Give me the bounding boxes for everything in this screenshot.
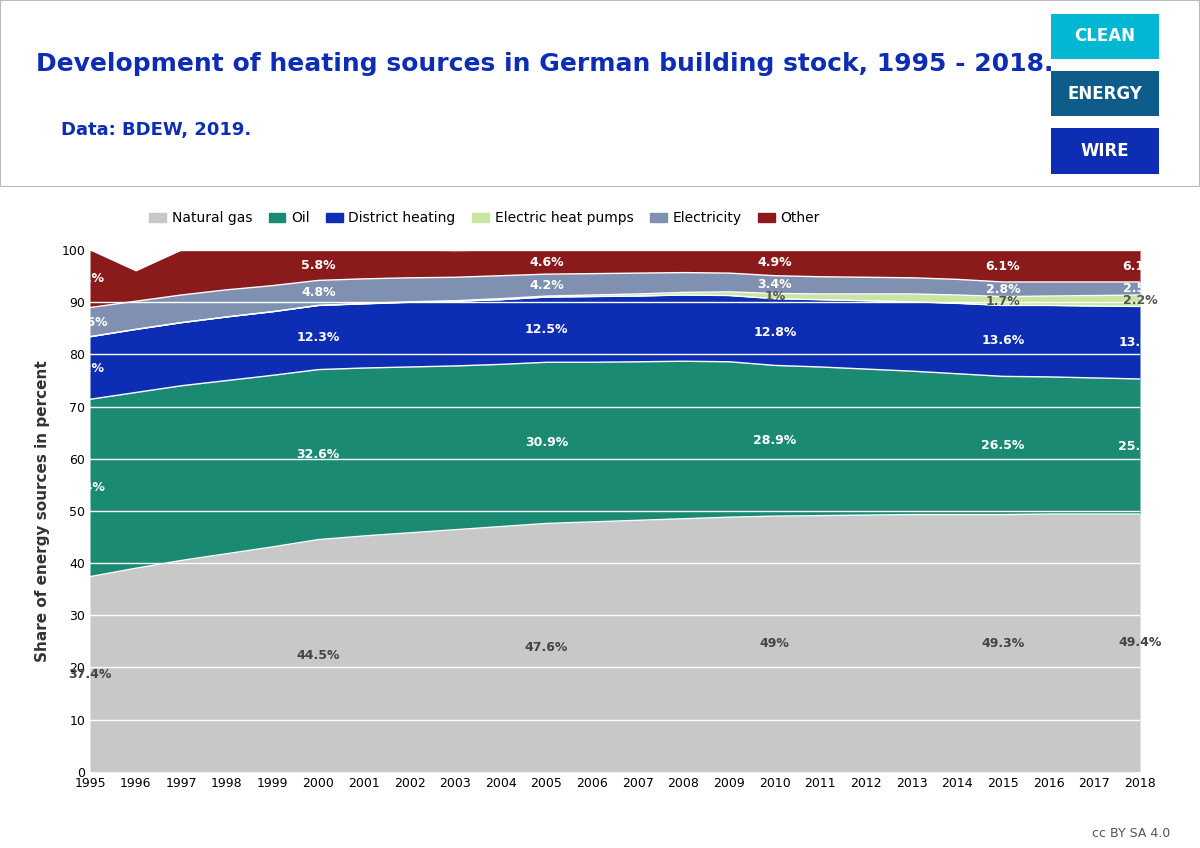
Text: 47.6%: 47.6%	[524, 641, 569, 654]
Text: 13.6%: 13.6%	[982, 334, 1025, 348]
Text: 3.4%: 3.4%	[757, 278, 792, 291]
Text: 5.8%: 5.8%	[301, 259, 336, 272]
Legend: Natural gas, Oil, District heating, Electric heat pumps, Electricity, Other: Natural gas, Oil, District heating, Elec…	[144, 206, 826, 231]
Text: 4.9%: 4.9%	[757, 256, 792, 270]
FancyBboxPatch shape	[1051, 71, 1159, 116]
Text: 12.3%: 12.3%	[296, 331, 340, 344]
Text: 49.3%: 49.3%	[982, 637, 1025, 650]
Text: Development of heating sources in German building stock, 1995 - 2018.: Development of heating sources in German…	[36, 53, 1054, 76]
Text: Data: BDEW, 2019.: Data: BDEW, 2019.	[36, 121, 251, 139]
Text: 28.9%: 28.9%	[754, 434, 797, 447]
Y-axis label: Share of energy sources in percent: Share of energy sources in percent	[35, 360, 50, 661]
Text: CLEAN: CLEAN	[1074, 27, 1135, 45]
Text: 26.5%: 26.5%	[982, 439, 1025, 452]
Text: WIRE: WIRE	[1080, 142, 1129, 160]
Text: 4.8%: 4.8%	[301, 287, 336, 299]
Text: 25.9%: 25.9%	[1118, 440, 1162, 453]
Text: 49%: 49%	[760, 638, 790, 650]
Text: 2.8%: 2.8%	[985, 282, 1020, 296]
Text: 32.6%: 32.6%	[296, 448, 340, 461]
Text: 6.1%: 6.1%	[985, 259, 1020, 272]
Text: 12%: 12%	[74, 361, 104, 375]
Text: 5.6%: 5.6%	[73, 315, 107, 329]
Text: 1.7%: 1.7%	[985, 294, 1020, 308]
Text: 11%: 11%	[74, 272, 104, 285]
Text: 2.2%: 2.2%	[1123, 294, 1157, 307]
Text: 4.6%: 4.6%	[529, 255, 564, 269]
Text: 44.5%: 44.5%	[296, 649, 340, 662]
Text: 1%: 1%	[764, 289, 786, 303]
Text: 12.8%: 12.8%	[754, 326, 797, 338]
Text: 30.9%: 30.9%	[524, 437, 568, 449]
FancyBboxPatch shape	[1051, 128, 1159, 174]
Text: 49.4%: 49.4%	[1118, 636, 1162, 650]
Text: cc BY SA 4.0: cc BY SA 4.0	[1092, 827, 1170, 840]
Text: 6.1%: 6.1%	[1123, 259, 1157, 272]
Text: 34%: 34%	[76, 482, 104, 494]
FancyBboxPatch shape	[1051, 14, 1159, 59]
Text: ENERGY: ENERGY	[1067, 85, 1142, 103]
Text: 37.4%: 37.4%	[68, 667, 112, 681]
Text: 2.5%: 2.5%	[1123, 282, 1157, 295]
Text: 13.9%: 13.9%	[1118, 336, 1162, 349]
Text: 4.2%: 4.2%	[529, 279, 564, 292]
Text: 12.5%: 12.5%	[524, 323, 569, 336]
